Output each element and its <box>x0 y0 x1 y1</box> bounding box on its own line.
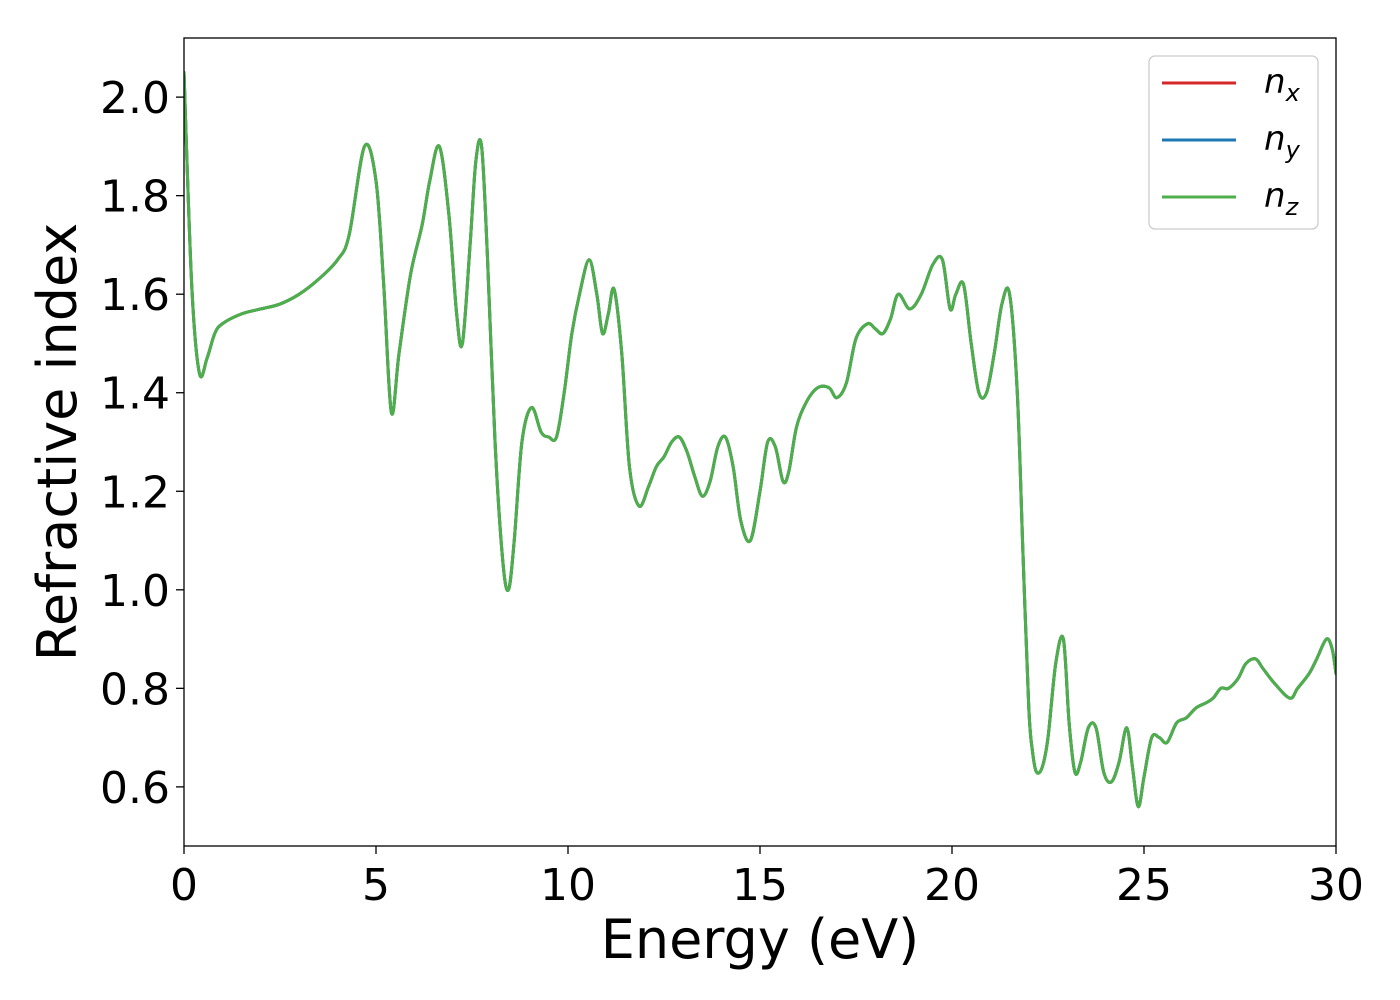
series-layer <box>184 70 1336 809</box>
legend-label: ny <box>1264 119 1301 164</box>
x-tick-label: 10 <box>540 860 596 911</box>
x-axis-ticks: 0 5 10 15 20 25 30 <box>170 846 1364 911</box>
y-tick-label: 0.8 <box>100 664 170 715</box>
legend-frame <box>1148 55 1319 230</box>
y-tick-label: 1.4 <box>100 369 170 420</box>
legend-label-base: n <box>1264 176 1286 216</box>
x-tick-label: 25 <box>1116 860 1172 911</box>
legend-label-subscript: z <box>1285 193 1300 221</box>
legend-label: nx <box>1264 62 1301 107</box>
y-tick-label: 0.6 <box>100 763 170 814</box>
series-line-n-z <box>184 70 1336 809</box>
y-axis-title: Refractive index <box>26 223 89 662</box>
x-tick-label: 30 <box>1308 860 1364 911</box>
legend-label-subscript: y <box>1285 136 1301 164</box>
y-tick-label: 1.2 <box>100 467 170 518</box>
legend-label-subscript: x <box>1285 79 1301 107</box>
legend-label: nz <box>1264 176 1300 221</box>
x-axis-title: Energy (eV) <box>601 908 920 971</box>
y-tick-label: 2.0 <box>100 73 170 124</box>
legend-label-base: n <box>1264 119 1286 159</box>
x-tick-label: 5 <box>362 860 390 911</box>
legend-label-base: n <box>1264 62 1286 102</box>
x-tick-label: 0 <box>170 860 198 911</box>
y-tick-label: 1.6 <box>100 270 170 321</box>
y-tick-label: 1.8 <box>100 172 170 223</box>
x-tick-label: 20 <box>924 860 980 911</box>
y-tick-label: 1.0 <box>100 566 170 617</box>
y-axis-ticks: 0.6 0.8 1.0 1.2 1.4 1.6 1.8 2.0 <box>100 73 184 814</box>
x-tick-label: 15 <box>732 860 788 911</box>
